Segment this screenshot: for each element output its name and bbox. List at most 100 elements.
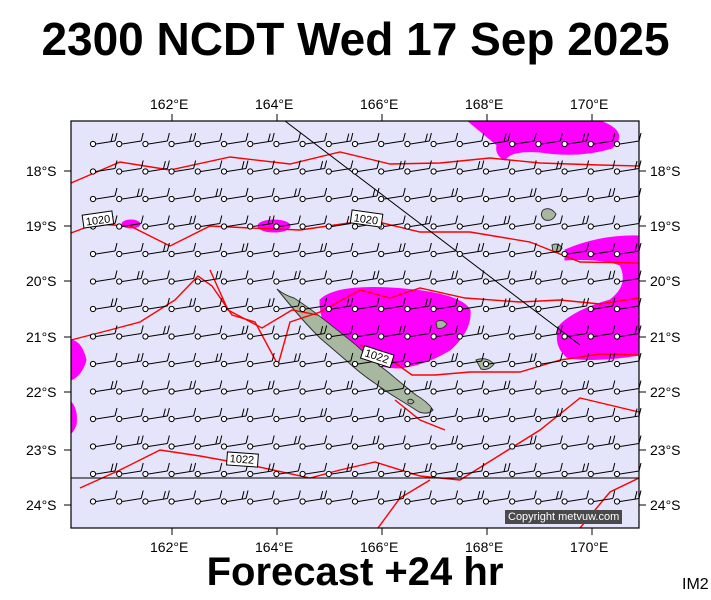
- wind-barb: [299, 462, 328, 478]
- wind-barb: [613, 242, 642, 258]
- wind-barb: [482, 462, 511, 478]
- wind-barb: [482, 325, 511, 340]
- wind-barb: [378, 407, 406, 423]
- wind-barb: [561, 407, 590, 423]
- wind-barb: [299, 187, 328, 203]
- wind-barb: [194, 407, 223, 423]
- wind-barb: [509, 297, 537, 313]
- isobar-labels: 1020 1020 1022 1022: [81, 209, 395, 468]
- wind-barb: [351, 462, 380, 478]
- wind-barb: [89, 352, 118, 368]
- wind-barb: [194, 215, 223, 230]
- wind-barb: [168, 160, 197, 175]
- latitude-label: 18°S: [650, 163, 681, 179]
- wind-barb: [194, 242, 223, 258]
- wind-barb: [509, 160, 537, 175]
- wind-barb: [142, 380, 170, 395]
- wind-barb: [325, 435, 354, 450]
- wind-barb: [142, 160, 170, 175]
- map-frame: [70, 120, 640, 529]
- wind-barb: [142, 270, 170, 285]
- latitude-label: 21°S: [650, 329, 681, 345]
- wind-barb: [299, 215, 328, 230]
- wind-barb: [482, 407, 511, 423]
- wind-barb: [351, 132, 380, 148]
- wind-barb: [168, 297, 197, 313]
- wind-barb: [456, 242, 485, 258]
- wind-barb: [273, 297, 301, 313]
- wind-barb: [587, 462, 616, 478]
- wind-barb: [456, 215, 485, 230]
- isobar-label-text: 1020: [353, 212, 379, 227]
- wind-barb: [587, 407, 616, 423]
- wind-barb: [456, 407, 485, 423]
- wind-barb: [613, 325, 642, 340]
- wind-barb: [351, 407, 380, 423]
- wind-barb: [587, 297, 616, 313]
- wind-barb: [509, 352, 537, 368]
- wind-barb: [116, 242, 144, 258]
- wind-barb: [430, 435, 459, 450]
- wind-barb: [220, 462, 249, 478]
- wind-barb: [247, 325, 275, 340]
- wind-barb: [89, 160, 118, 175]
- wind-barb: [587, 490, 616, 505]
- wind-barb: [325, 352, 354, 368]
- wind-barb: [325, 297, 354, 313]
- wind-barb: [482, 215, 511, 230]
- wind-barb: [116, 325, 144, 340]
- forecast-time-title: 2300 NCDT Wed 17 Sep 2025: [41, 13, 670, 65]
- wind-barb: [194, 462, 223, 478]
- wind-barb: [404, 215, 432, 230]
- latitude-label: 21°S: [26, 329, 57, 345]
- wind-barb: [168, 380, 197, 395]
- wind-barb: [351, 297, 380, 313]
- isobar-line: [70, 275, 640, 367]
- wind-barb: [247, 215, 275, 230]
- wind-barb: [404, 187, 432, 203]
- wind-barb: [456, 270, 485, 285]
- wind-barb: [220, 270, 249, 285]
- wind-barb: [194, 380, 223, 395]
- image-code: IM2: [682, 576, 709, 593]
- latitude-label: 19°S: [650, 218, 681, 234]
- wind-barb: [142, 325, 170, 340]
- wind-barb: [299, 352, 328, 368]
- longitude-label: 170°E: [570, 96, 609, 112]
- wind-barb: [168, 435, 197, 450]
- wind-barb: [351, 242, 380, 258]
- wind-barb: [378, 435, 406, 450]
- wind-barb: [142, 490, 170, 505]
- wind-barb: [535, 490, 563, 505]
- latitude-label: 24°S: [26, 497, 57, 513]
- wind-barb: [116, 407, 144, 423]
- wind-barb: [116, 462, 144, 478]
- wind-barb: [404, 325, 432, 340]
- wind-barb: [404, 160, 432, 175]
- wind-barb: [535, 132, 563, 148]
- wind-barb: [273, 352, 301, 368]
- wind-barb: [89, 325, 118, 340]
- wind-barb: [299, 407, 328, 423]
- wind-barb: [587, 215, 616, 230]
- wind-barb: [535, 462, 563, 478]
- wind-barb: [482, 160, 511, 175]
- wind-barb: [247, 242, 275, 258]
- axis-ticks: [64, 114, 646, 535]
- wind-barb: [509, 462, 537, 478]
- wind-barb: [116, 160, 144, 175]
- wind-barb: [247, 380, 275, 395]
- wind-barb: [325, 160, 354, 175]
- latitude-label: 20°S: [650, 273, 681, 289]
- wind-barb: [142, 297, 170, 313]
- wind-barb: [325, 407, 354, 423]
- longitude-label: 166°E: [360, 539, 399, 555]
- wind-barb: [456, 187, 485, 203]
- wind-barb: [535, 380, 563, 395]
- longitude-label: 168°E: [465, 96, 504, 112]
- wind-barb: [587, 270, 616, 285]
- wind-barb: [587, 132, 616, 148]
- wind-barb: [561, 490, 590, 505]
- wind-barb: [378, 462, 406, 478]
